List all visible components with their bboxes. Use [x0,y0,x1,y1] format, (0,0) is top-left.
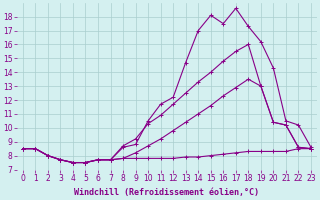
X-axis label: Windchill (Refroidissement éolien,°C): Windchill (Refroidissement éolien,°C) [74,188,260,197]
